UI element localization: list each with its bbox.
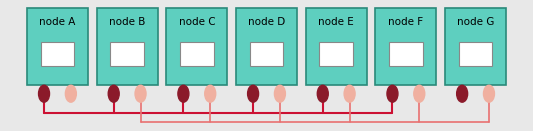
Text: node C: node C [179,17,215,27]
FancyBboxPatch shape [41,42,74,66]
Text: node E: node E [318,17,354,27]
Ellipse shape [178,85,189,102]
Ellipse shape [387,85,398,102]
Ellipse shape [108,85,119,102]
Ellipse shape [274,85,285,102]
FancyBboxPatch shape [389,42,423,66]
Text: node G: node G [457,17,494,27]
Ellipse shape [457,85,467,102]
Ellipse shape [205,85,216,102]
Ellipse shape [66,85,76,102]
Ellipse shape [317,85,328,102]
FancyBboxPatch shape [110,42,144,66]
Text: node A: node A [39,17,76,27]
Text: node F: node F [389,17,423,27]
FancyBboxPatch shape [250,42,283,66]
FancyBboxPatch shape [96,8,158,85]
FancyBboxPatch shape [375,8,437,85]
Ellipse shape [414,85,425,102]
Ellipse shape [38,85,50,102]
FancyBboxPatch shape [459,42,492,66]
Ellipse shape [248,85,259,102]
FancyBboxPatch shape [236,8,297,85]
Ellipse shape [483,85,495,102]
Text: node D: node D [248,17,285,27]
FancyBboxPatch shape [306,8,367,85]
FancyBboxPatch shape [445,8,506,85]
FancyBboxPatch shape [180,42,214,66]
FancyBboxPatch shape [319,42,353,66]
Ellipse shape [344,85,355,102]
FancyBboxPatch shape [166,8,227,85]
Ellipse shape [135,85,146,102]
Text: node B: node B [109,17,146,27]
FancyBboxPatch shape [27,8,88,85]
